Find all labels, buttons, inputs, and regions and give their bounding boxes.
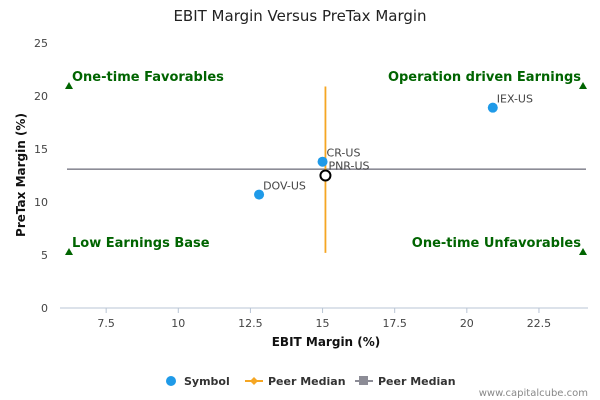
- y-axis-ticks: 0 5 10 15 20 25: [34, 37, 48, 315]
- quadrant-label-bottom-left: Low Earnings Base: [72, 236, 210, 251]
- credit-text: www.capitalcube.com: [479, 388, 588, 399]
- data-point-label: PNR-US: [328, 160, 369, 173]
- x-tick-label: 12.5: [238, 317, 263, 330]
- x-tick-label: 10: [171, 317, 185, 330]
- data-point: [317, 156, 328, 167]
- quadrant-labels: One-time Favorables Operation driven Earn…: [65, 70, 587, 255]
- data-point: [487, 102, 498, 113]
- x-tick-label: 7.5: [97, 317, 115, 330]
- y-tick-label: 20: [34, 90, 48, 103]
- quadrant-label-top-right: Operation driven Earnings: [388, 70, 581, 85]
- y-axis-label: PreTax Margin (%): [14, 113, 28, 237]
- quadrant-marker-bottom-left: [65, 248, 73, 255]
- data-point-label: DOV-US: [263, 180, 306, 193]
- data-point-highlight: [319, 169, 332, 182]
- legend-symbol-marker: [166, 376, 176, 386]
- x-tick-label: 22.5: [527, 317, 552, 330]
- legend-label: Peer Median: [268, 375, 346, 388]
- legend-peer-median-y-marker: [359, 376, 368, 385]
- x-tick-label: 15: [316, 317, 330, 330]
- legend-peer-median-x-marker: [250, 377, 258, 385]
- quadrant-marker-top-right: [579, 82, 587, 89]
- x-tick-label: 20: [460, 317, 474, 330]
- data-point: [254, 189, 265, 200]
- y-tick-label: 0: [41, 302, 48, 315]
- legend-label: Peer Median: [378, 375, 456, 388]
- quadrant-marker-bottom-right: [579, 248, 587, 255]
- chart-title: EBIT Margin Versus PreTax Margin: [173, 7, 426, 25]
- y-tick-label: 5: [41, 249, 48, 262]
- x-tick-label: 17.5: [382, 317, 407, 330]
- data-point-label: IEX-US: [497, 93, 533, 106]
- quadrant-label-top-left: One-time Favorables: [72, 70, 224, 85]
- y-tick-label: 10: [34, 196, 48, 209]
- x-axis-ticks: 7.5 10 12.5 15 17.5 20 22.5: [97, 308, 551, 330]
- y-tick-label: 25: [34, 37, 48, 50]
- x-axis-label: EBIT Margin (%): [272, 335, 381, 349]
- legend: Symbol Peer Median Peer Median: [166, 375, 456, 388]
- quadrant-marker-top-left: [65, 82, 73, 89]
- quadrant-label-bottom-right: One-time Unfavorables: [412, 236, 581, 251]
- data-point-label: CR-US: [327, 147, 361, 160]
- legend-label: Symbol: [184, 375, 230, 388]
- y-tick-label: 15: [34, 143, 48, 156]
